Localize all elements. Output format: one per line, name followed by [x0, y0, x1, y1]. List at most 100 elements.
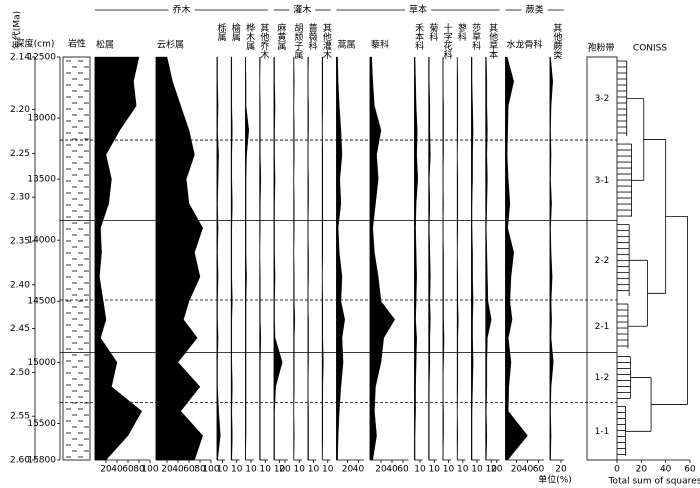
- taxon-name: 其他草本: [487, 23, 498, 60]
- x-tick-label: 10: [457, 465, 469, 475]
- zone-name: 1-1: [595, 427, 610, 437]
- x-tick-label: 10: [260, 465, 272, 475]
- coniss-tick-label: 60: [684, 465, 696, 475]
- x-tick-label: 10: [294, 465, 306, 475]
- group-name: 蕨类: [526, 4, 544, 16]
- x-tick-label: 10: [245, 465, 257, 475]
- depth-tick-label: 15500: [27, 419, 56, 429]
- taxon-name: 蒿属: [338, 39, 356, 51]
- x-tick-label: 60: [533, 465, 545, 475]
- x-tick-label: 20: [491, 465, 503, 475]
- taxon-curve: [273, 56, 283, 461]
- depth-tick-label: 14000: [27, 236, 56, 246]
- depth-tick-label: 15000: [27, 358, 56, 368]
- taxon-name: 十字花科: [442, 22, 453, 60]
- taxon-name: 胡颓子属: [292, 22, 303, 60]
- zone-column: [586, 56, 618, 461]
- x-tick-label: 20: [279, 465, 291, 475]
- x-tick-label: 40: [386, 465, 398, 475]
- x-tick-label: 20: [100, 465, 112, 475]
- x-tick-label: 10: [308, 465, 320, 475]
- x-tick-label: 20: [342, 465, 354, 475]
- depth-tick-label: 15800: [27, 456, 56, 466]
- zone-name: 2-1: [595, 322, 610, 332]
- x-tick-label: 10: [443, 465, 455, 475]
- taxon-curve: [94, 56, 143, 461]
- taxon-name: 其他蕨类: [551, 23, 562, 60]
- taxon-name: 栎属: [216, 22, 227, 42]
- x-tick-label: 20: [511, 465, 523, 475]
- depth-tick-label: 14500: [27, 297, 56, 307]
- age-tick-label: 2.20: [10, 105, 30, 115]
- coniss-title: CONISS: [633, 44, 667, 54]
- depth-label: 深度(cm): [16, 38, 55, 50]
- taxon-curve: [155, 56, 203, 461]
- taxon-name: 禾本科: [413, 23, 424, 51]
- zone-name: 2-2: [595, 256, 610, 266]
- age-tick-label: 2.14: [10, 53, 30, 63]
- depth-tick-label: 13000: [27, 114, 56, 124]
- lithology-label: 岩性: [68, 38, 86, 50]
- x-tick-label: 10: [322, 465, 334, 475]
- taxon-curve: [428, 56, 431, 461]
- x-tick-label: 40: [111, 465, 123, 475]
- x-tick-label: 10: [217, 465, 229, 475]
- age-tick-label: 2.45: [10, 324, 30, 334]
- group-name: 草本: [409, 4, 427, 16]
- lithology-column: [62, 56, 91, 461]
- age-tick-label: 2.35: [10, 236, 30, 246]
- x-tick-label: 20: [375, 465, 387, 475]
- coniss-tick-label: 20: [636, 465, 648, 475]
- x-tick-label: 100: [202, 465, 219, 475]
- unit-label: 单位(%): [538, 474, 572, 486]
- zone-name: 3-2: [595, 94, 610, 104]
- depth-tick-label: 13500: [27, 175, 56, 185]
- x-tick-label: 100: [141, 465, 158, 475]
- taxon-curve: [505, 56, 528, 461]
- x-tick-label: 40: [172, 465, 184, 475]
- zone-label: 孢粉带: [587, 42, 614, 54]
- taxon-name: 水龙骨科: [507, 39, 543, 51]
- zone-name: 1-2: [595, 373, 610, 383]
- taxon-curve: [485, 56, 492, 461]
- group-name: 乔木: [172, 4, 190, 16]
- x-tick-label: 20: [555, 465, 567, 475]
- age-tick-label: 2.50: [10, 368, 30, 378]
- x-tick-label: 40: [522, 465, 534, 475]
- taxon-curve: [414, 56, 419, 461]
- x-tick-label: 80: [133, 465, 145, 475]
- age-tick-label: 2.55: [10, 412, 30, 422]
- taxon-curve: [245, 56, 250, 461]
- taxon-curve: [471, 56, 474, 461]
- taxon-name: 莎草科: [470, 22, 481, 51]
- taxon-name: 其他灌木: [321, 23, 332, 60]
- x-tick-label: 80: [194, 465, 206, 475]
- coniss-xlabel: Total sum of squares: [608, 477, 700, 487]
- taxon-name: 桦木属: [244, 22, 255, 51]
- taxon-curve: [336, 56, 345, 461]
- taxon-name: 菊科: [427, 23, 438, 42]
- x-tick-label: 60: [183, 465, 195, 475]
- depth-tick-label: 12500: [27, 53, 56, 63]
- age-tick-label: 2.25: [10, 149, 30, 159]
- x-tick-label: 10: [414, 465, 426, 475]
- age-label: 年代(Ma): [11, 11, 23, 49]
- x-tick-label: 10: [471, 465, 483, 475]
- age-tick-label: 2.60: [10, 456, 30, 466]
- group-name: 灌木: [293, 4, 311, 16]
- taxon-name: 蔷薇科: [307, 22, 318, 51]
- taxon-name: 云杉属: [157, 39, 184, 51]
- taxon-name: 松属: [96, 39, 114, 51]
- taxon-name: 藜科: [371, 39, 389, 51]
- x-tick-label: 40: [353, 465, 365, 475]
- x-tick-label: 60: [397, 465, 409, 475]
- x-tick-label: 10: [486, 465, 498, 475]
- x-tick-label: 10: [274, 465, 286, 475]
- x-tick-label: 10: [231, 465, 243, 475]
- age-tick-label: 2.40: [10, 280, 30, 290]
- zone-name: 3-1: [595, 176, 610, 186]
- x-tick-label: 10: [429, 465, 441, 475]
- taxon-curve: [216, 56, 221, 461]
- taxon-name: 蓼科: [456, 22, 467, 42]
